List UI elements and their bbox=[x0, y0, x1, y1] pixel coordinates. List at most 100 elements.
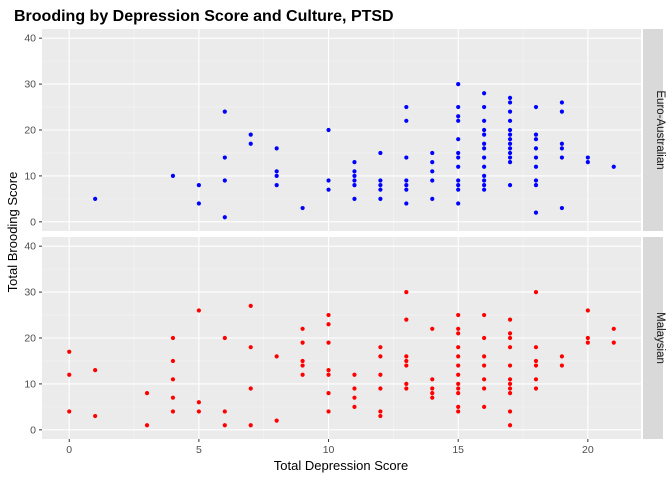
data-point bbox=[482, 312, 487, 318]
data-point bbox=[507, 118, 513, 123]
data-point bbox=[507, 386, 513, 391]
data-point bbox=[404, 363, 409, 368]
data-point bbox=[222, 423, 227, 428]
data-point bbox=[170, 395, 176, 400]
data-point bbox=[507, 381, 513, 387]
data-point bbox=[430, 169, 435, 174]
data-point bbox=[378, 196, 383, 201]
data-point bbox=[352, 372, 357, 377]
data-point bbox=[404, 182, 409, 188]
data-point bbox=[430, 386, 435, 391]
data-point bbox=[482, 91, 487, 96]
data-point bbox=[196, 409, 201, 414]
data-point bbox=[456, 182, 461, 188]
data-point bbox=[196, 201, 201, 206]
data-point bbox=[170, 409, 176, 414]
facet-strip bbox=[643, 237, 663, 439]
data-point bbox=[430, 178, 435, 183]
x-tick-label: 0 bbox=[66, 444, 72, 456]
data-point bbox=[456, 363, 461, 368]
data-point bbox=[482, 363, 487, 368]
data-point bbox=[559, 354, 565, 359]
data-point bbox=[456, 409, 461, 414]
data-point bbox=[482, 132, 487, 137]
data-point bbox=[404, 187, 409, 192]
data-point bbox=[222, 109, 227, 114]
data-point bbox=[507, 109, 513, 114]
data-point bbox=[585, 335, 590, 341]
data-point bbox=[326, 178, 331, 183]
data-point bbox=[274, 173, 279, 179]
data-point bbox=[507, 127, 513, 133]
data-point bbox=[300, 372, 305, 377]
data-point bbox=[274, 169, 279, 174]
data-point bbox=[533, 345, 539, 350]
y-tick-label: 40 bbox=[24, 241, 36, 253]
data-point bbox=[533, 210, 539, 215]
data-point bbox=[482, 335, 487, 341]
data-point bbox=[378, 354, 383, 359]
data-point bbox=[404, 118, 409, 123]
data-point bbox=[507, 182, 513, 188]
data-point bbox=[456, 155, 461, 160]
y-tick-label: 30 bbox=[24, 79, 36, 91]
data-point bbox=[507, 137, 513, 142]
facet-panel: 0 10 20 30 40 Malaysian bbox=[24, 237, 666, 439]
data-point bbox=[274, 146, 279, 151]
data-point bbox=[274, 418, 279, 423]
data-point bbox=[326, 340, 331, 345]
data-point bbox=[456, 345, 461, 350]
data-point bbox=[404, 381, 409, 387]
data-point bbox=[170, 173, 176, 179]
data-point bbox=[93, 196, 98, 201]
data-point bbox=[352, 404, 357, 409]
data-point bbox=[222, 409, 227, 414]
data-point bbox=[248, 132, 253, 137]
data-point bbox=[507, 132, 513, 137]
data-point bbox=[222, 178, 227, 183]
data-point bbox=[222, 215, 227, 220]
facet-strip bbox=[643, 29, 663, 231]
data-point bbox=[378, 178, 383, 183]
data-point bbox=[378, 413, 383, 419]
x-tick-label: 20 bbox=[582, 444, 594, 456]
data-point bbox=[352, 178, 357, 183]
data-point bbox=[352, 160, 357, 165]
data-point bbox=[585, 155, 590, 160]
chart-title: Brooding by Depression Score and Culture… bbox=[14, 8, 394, 25]
data-point bbox=[352, 169, 357, 174]
data-point bbox=[507, 363, 513, 368]
data-point bbox=[378, 187, 383, 192]
data-point bbox=[533, 178, 539, 183]
data-point bbox=[559, 205, 565, 211]
facet-label: Euro-Australian bbox=[654, 90, 666, 169]
data-point bbox=[274, 354, 279, 359]
data-point bbox=[533, 358, 539, 364]
y-tick-label: 30 bbox=[24, 287, 36, 299]
data-point bbox=[404, 155, 409, 160]
data-point bbox=[456, 386, 461, 391]
data-point bbox=[67, 409, 72, 414]
facet-panels: 0 10 20 30 40 Euro-Australian 0 10 20 30 40 Malaysi… bbox=[24, 29, 666, 439]
data-point bbox=[482, 146, 487, 151]
data-point bbox=[404, 386, 409, 391]
data-point bbox=[378, 182, 383, 188]
y-tick-label: 0 bbox=[30, 424, 36, 436]
data-point bbox=[533, 289, 539, 295]
data-point bbox=[482, 127, 487, 133]
data-point bbox=[378, 409, 383, 414]
data-point bbox=[559, 363, 565, 368]
data-point bbox=[559, 146, 565, 151]
data-point bbox=[456, 178, 461, 183]
data-point bbox=[611, 340, 616, 345]
data-point bbox=[482, 386, 487, 391]
y-tick-label: 20 bbox=[24, 125, 36, 137]
data-point bbox=[378, 372, 383, 377]
data-point bbox=[67, 372, 72, 377]
data-point bbox=[507, 317, 513, 322]
data-point bbox=[300, 358, 305, 364]
data-point bbox=[326, 372, 331, 377]
data-point bbox=[456, 404, 461, 409]
data-point bbox=[482, 354, 487, 359]
